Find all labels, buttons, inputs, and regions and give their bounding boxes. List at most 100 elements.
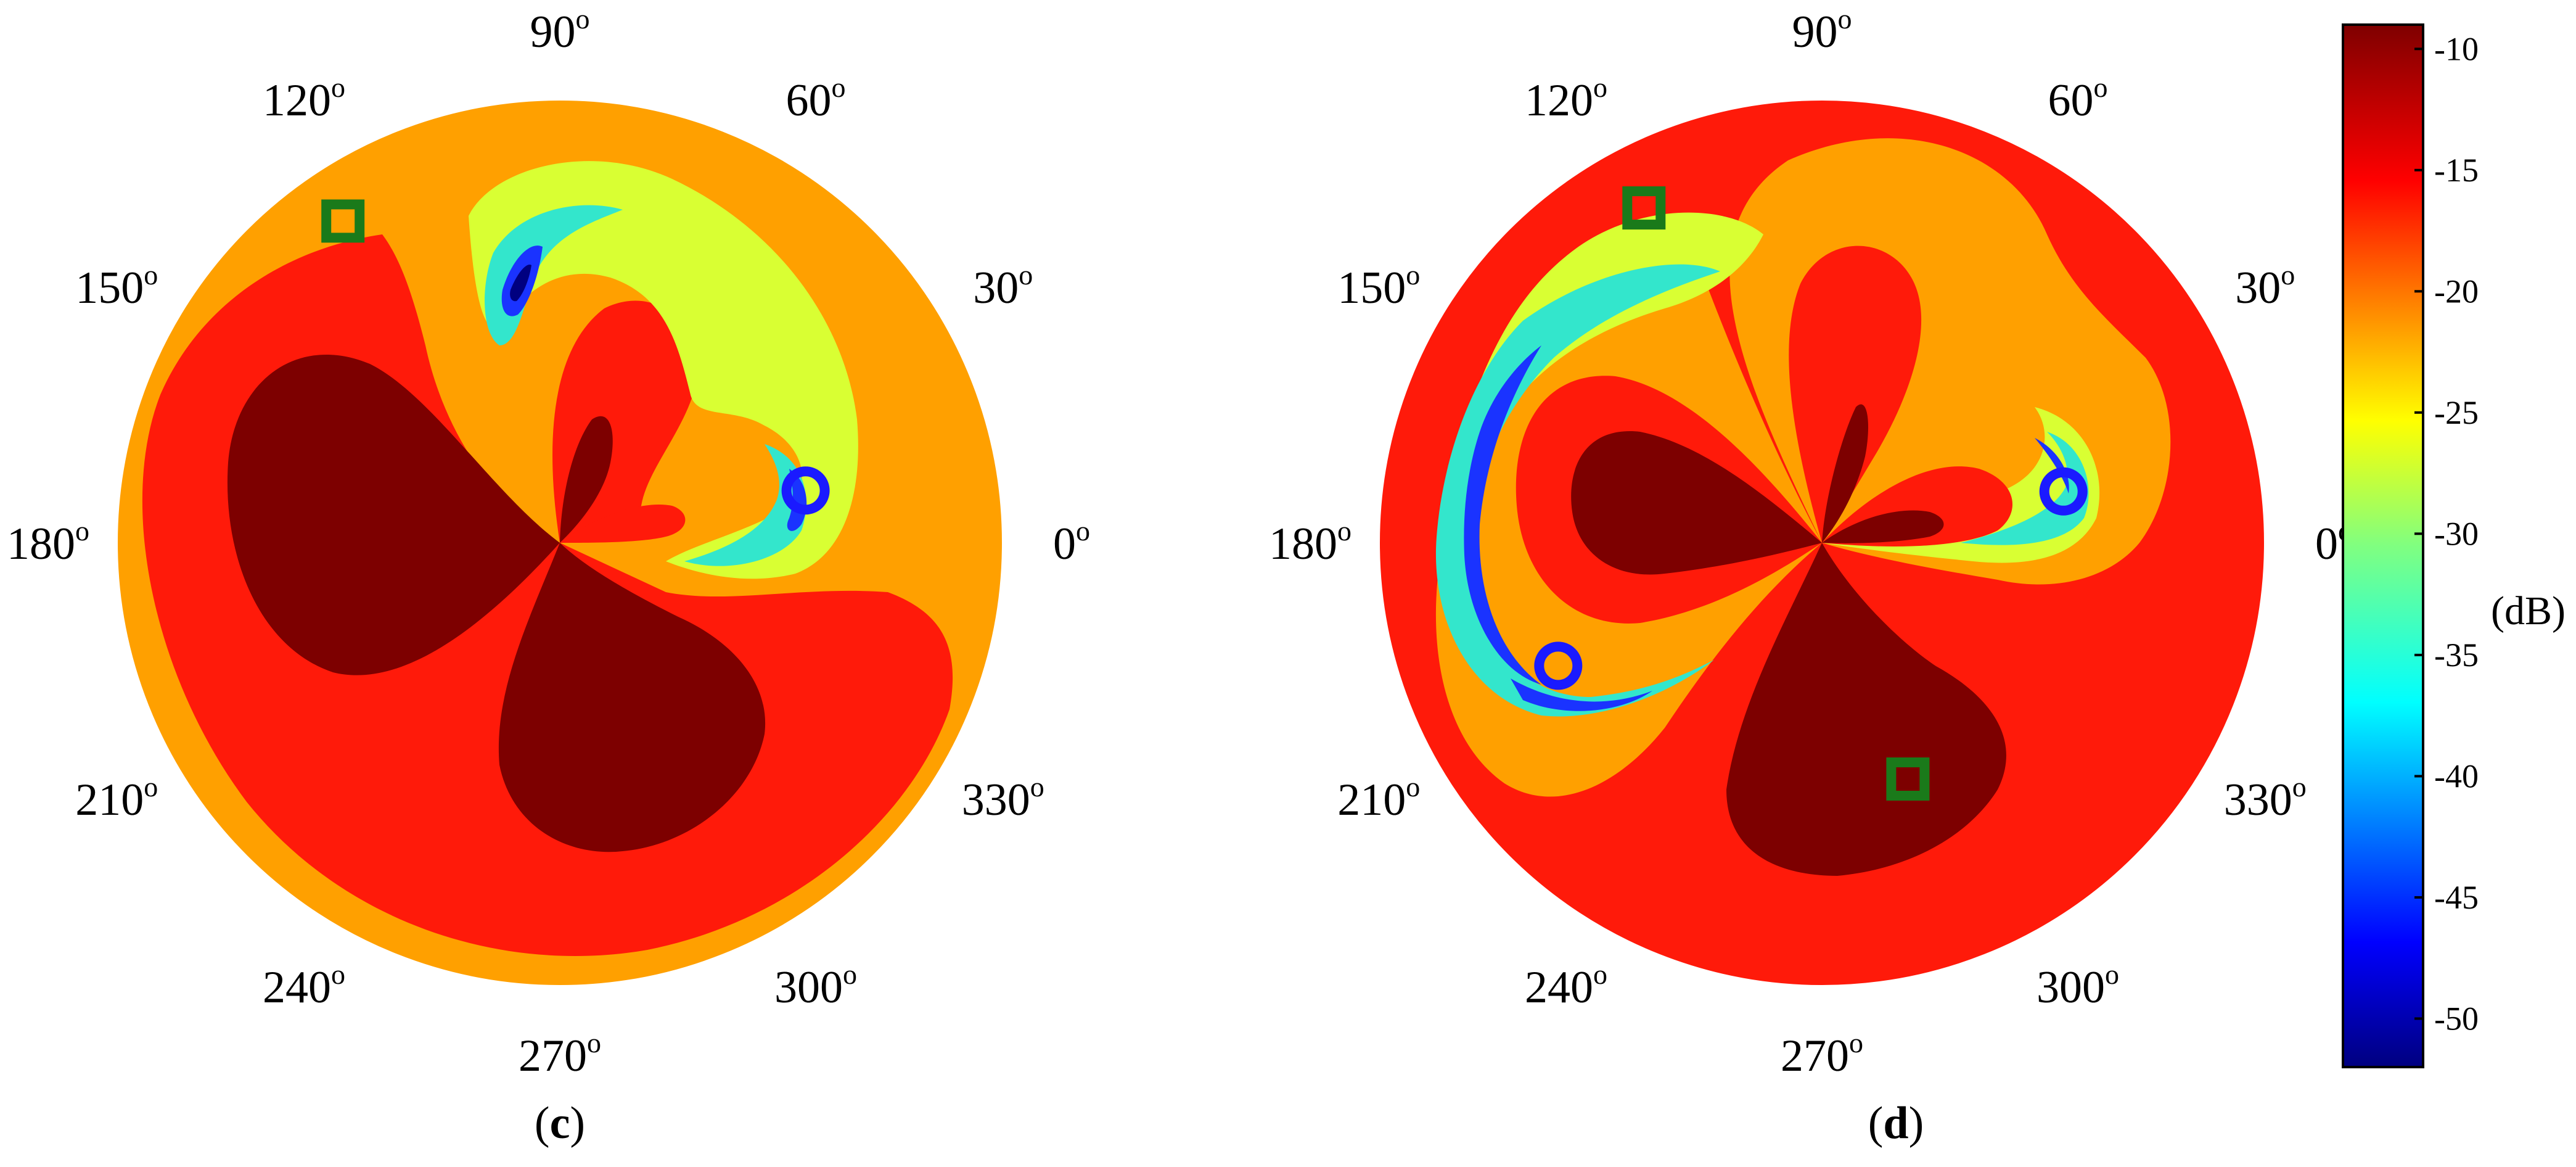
colorbar-tick-label: -10 (2434, 30, 2479, 67)
degree-symbol: o (144, 259, 158, 291)
angle-value: 90 (530, 7, 576, 57)
colorbar: -10 -15 -20 -25 -30 -35 -40 -45 -50 (dB) (2342, 23, 2566, 1068)
degree-symbol: o (75, 515, 89, 546)
angle-label-d-150: 150o (1337, 259, 1420, 313)
angle-label-c-30: 30o (973, 259, 1033, 313)
angle-label-c-150: 150o (75, 259, 158, 313)
degree-symbol: o (2292, 771, 2307, 802)
angle-label-c-90: 90o (530, 3, 590, 57)
angle-value: 120 (1525, 75, 1593, 126)
angle-value: 90 (1792, 7, 1838, 57)
polar-boundary-c (118, 101, 1002, 985)
panel-letter-d: d (1883, 1098, 1908, 1148)
angle-labels-c: 0o30o60o90o120o150o180o210o240o270o300o3… (7, 3, 1090, 1081)
angle-value: 120 (263, 75, 331, 126)
angle-label-d-120: 120o (1525, 72, 1607, 126)
angle-label-c-120: 120o (263, 72, 345, 126)
colorbar-tick-label: -50 (2434, 1000, 2479, 1037)
angle-label-d-30: 30o (2235, 259, 2295, 313)
colorbar-ticks: -10 -15 -20 -25 -30 -35 -40 -45 -50 (2414, 30, 2479, 1037)
degree-symbol: o (587, 1027, 601, 1058)
colorbar-tick-label: -25 (2434, 394, 2479, 431)
angle-value: 30 (973, 263, 1019, 313)
angle-labels-d: 0o30o60o90o120o150o180o210o240o270o300o3… (1269, 3, 2352, 1081)
degree-symbol: o (331, 72, 345, 103)
level-darkred-right-lobe-d (1822, 510, 1944, 543)
degree-symbol: o (2105, 959, 2119, 990)
degree-symbol: o (1019, 259, 1033, 291)
angle-value: 0 (1053, 519, 1076, 569)
colorbar-gradient (2343, 25, 2423, 1067)
panel-letter-c: c (550, 1098, 570, 1148)
angle-label-d-210: 210o (1337, 771, 1420, 825)
marker-circle-d-2 (2039, 467, 2088, 516)
angle-label-d-270: 270o (1781, 1027, 1863, 1081)
angle-value: 330 (2224, 775, 2292, 825)
angle-value: 150 (75, 263, 144, 313)
angle-label-c-330: 330o (962, 771, 1044, 825)
angle-value: 60 (786, 75, 832, 126)
marker-square-d-1 (1886, 757, 1930, 801)
degree-symbol: o (144, 771, 158, 802)
angle-label-d-180: 180o (1269, 515, 1352, 569)
colorbar-frame (2342, 23, 2424, 1068)
marker-square-c-0 (321, 199, 365, 243)
level-cyan-right-c (684, 444, 806, 566)
angle-value: 300 (774, 962, 843, 1013)
angle-label-d-330: 330o (2224, 771, 2307, 825)
angle-label-c-0: 0o (1053, 515, 1090, 569)
angle-value: 240 (1525, 962, 1593, 1013)
level-blue-arc-lower-d (1511, 678, 1652, 711)
angle-value: 60 (2048, 75, 2094, 126)
level-blue-right-d (2035, 438, 2069, 493)
colorbar-unit-label: (dB) (2491, 588, 2566, 633)
angle-value: 210 (1337, 775, 1406, 825)
level-yellowgreen-region-c (469, 161, 858, 579)
level-cyan-arc-d (1435, 264, 1720, 717)
angle-label-c-300: 300o (774, 959, 857, 1013)
angle-label-d-90: 90o (1792, 3, 1852, 57)
angle-value: 300 (2037, 962, 2105, 1013)
degree-symbol: o (576, 3, 590, 35)
level-red-right-lobe-c (560, 505, 686, 543)
level-navy-upper-c (510, 265, 531, 302)
colorbar-tick-label: -30 (2434, 515, 2479, 552)
degree-symbol: o (1593, 959, 1607, 990)
markers-c (321, 199, 830, 515)
marker-circle-d-3 (1534, 641, 1583, 690)
angle-value: 330 (962, 775, 1030, 825)
polar-panel-c: 0o30o60o90o120o150o180o210o240o270o300o3… (7, 3, 1090, 1148)
polar-panel-d: 0o30o60o90o120o150o180o210o240o270o300o3… (1269, 3, 2352, 1148)
angle-value: 270 (1781, 1031, 1849, 1081)
panel-label-c: (c) (535, 1098, 585, 1148)
polar-boundary-d (1380, 101, 2264, 985)
angle-label-c-180: 180o (7, 515, 89, 569)
angle-value: 180 (1269, 519, 1337, 569)
marker-circle-c-1 (781, 466, 830, 515)
degree-symbol: o (1076, 515, 1090, 546)
degree-symbol: o (1849, 1027, 1863, 1058)
level-darkred-lower-lobe-d (1726, 543, 2006, 876)
angle-value: 30 (2235, 263, 2281, 313)
degree-symbol: o (331, 959, 345, 990)
level-darkred-left-lobe-d (1571, 431, 1822, 575)
angle-label-c-270: 270o (519, 1027, 601, 1081)
degree-symbol: o (843, 959, 857, 990)
heatmap-c (119, 102, 1001, 984)
level-darkred-upper-spike-d (1822, 404, 1868, 543)
panel-label-d: (d) (1868, 1098, 1924, 1148)
colorbar-tick-label: -35 (2434, 637, 2479, 674)
level-yellowgreen-upper-d (1448, 212, 1763, 604)
degree-symbol: o (1406, 771, 1420, 802)
degree-symbol: o (1337, 515, 1352, 546)
angle-value: 150 (1337, 263, 1406, 313)
colorbar-tick-label: -15 (2434, 152, 2479, 189)
degree-symbol: o (2281, 259, 2295, 291)
marker-square-d-0 (1622, 186, 1666, 230)
colorbar-tick-label: -40 (2434, 757, 2479, 794)
degree-symbol: o (1593, 72, 1607, 103)
angle-value: 210 (75, 775, 144, 825)
angle-value: 270 (519, 1031, 587, 1081)
degree-symbol: o (1406, 259, 1420, 291)
